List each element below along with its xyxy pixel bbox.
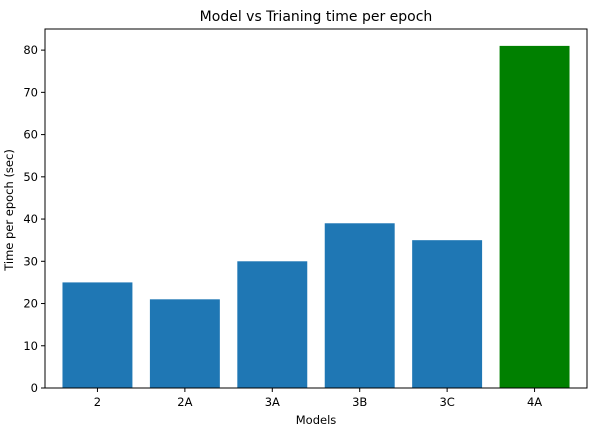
plot-area	[44, 28, 588, 389]
bar-3B	[324, 223, 395, 388]
x-tick-label: 3B	[352, 395, 367, 409]
bar-2A	[149, 299, 220, 388]
y-tick-label: 40	[23, 212, 38, 226]
x-tick-label: 3C	[439, 395, 454, 409]
bar-3C	[412, 240, 483, 388]
y-tick-label: 20	[23, 297, 38, 311]
chart-title: Model vs Trianing time per epoch	[200, 9, 433, 25]
x-axis: 2 2A 3A 3B 3C 4A	[94, 388, 542, 409]
bar-3A	[237, 261, 308, 388]
y-tick-label: 0	[31, 381, 38, 395]
y-tick-label: 10	[23, 339, 38, 353]
x-axis-label: Models	[296, 413, 337, 427]
x-tick-label: 2A	[177, 395, 192, 409]
y-axis-label: Time per epoch (sec)	[2, 149, 16, 272]
bar-4A	[499, 45, 570, 388]
y-tick-label: 30	[23, 254, 38, 268]
y-tick-label: 50	[23, 170, 38, 184]
bar-2	[62, 282, 133, 388]
y-tick-label: 80	[23, 43, 38, 57]
y-tick-label: 60	[23, 128, 38, 142]
y-tick-label: 70	[23, 85, 38, 99]
x-tick-label: 2	[94, 395, 101, 409]
x-tick-label: 4A	[527, 395, 542, 409]
x-tick-label: 3A	[265, 395, 280, 409]
y-axis: 0 10 20 30 40 50 60 70 80	[23, 43, 45, 395]
plot-frame	[44, 28, 588, 389]
